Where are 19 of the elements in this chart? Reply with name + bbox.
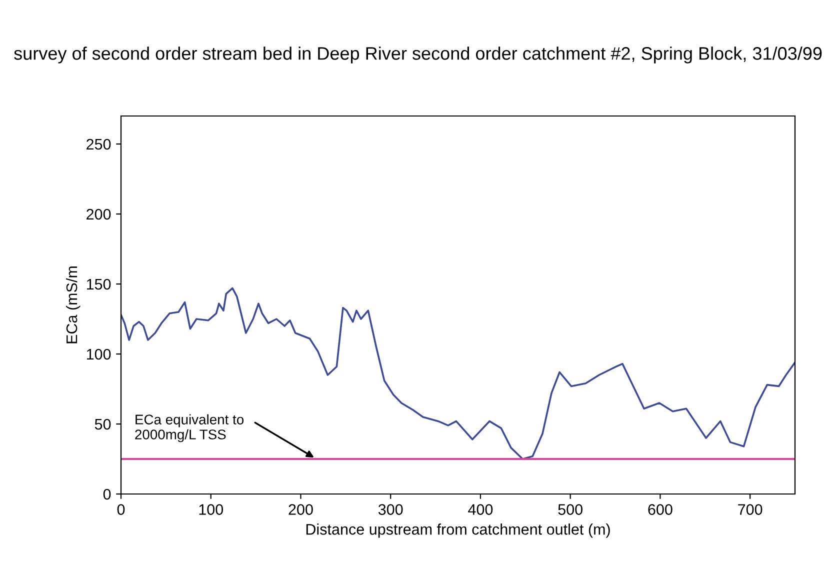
y-tick-label: 100 [86, 348, 111, 360]
y-tick-label: 0 [103, 488, 111, 500]
y-tick-label: 50 [94, 418, 111, 430]
x-tick-label: 200 [288, 504, 313, 515]
x-tick-label: 600 [648, 504, 672, 515]
y-axis-title: ECa (mS/m [66, 266, 80, 344]
chart-title: survey of second order stream bed in Deep River second order catchment #2, Spring Block, 31/03/99 [14, 46, 822, 64]
x-tick-label: 700 [738, 504, 762, 515]
y-tick-label: 200 [86, 208, 111, 220]
x-tick-label: 100 [199, 504, 224, 515]
y-tick-label: 250 [86, 138, 111, 150]
x-tick-label: 500 [558, 504, 582, 515]
x-tick-label: 400 [468, 504, 493, 515]
ref-line-label: ECa equivalent to 2000mg/L TSS [135, 414, 244, 442]
line-series [121, 287, 795, 460]
x-tick-label: 300 [378, 504, 403, 515]
x-axis-title: Distance upstream from catchment outlet (m) [306, 524, 610, 538]
y-tick-label: 150 [86, 278, 111, 290]
x-tick-label: 0 [117, 504, 125, 515]
